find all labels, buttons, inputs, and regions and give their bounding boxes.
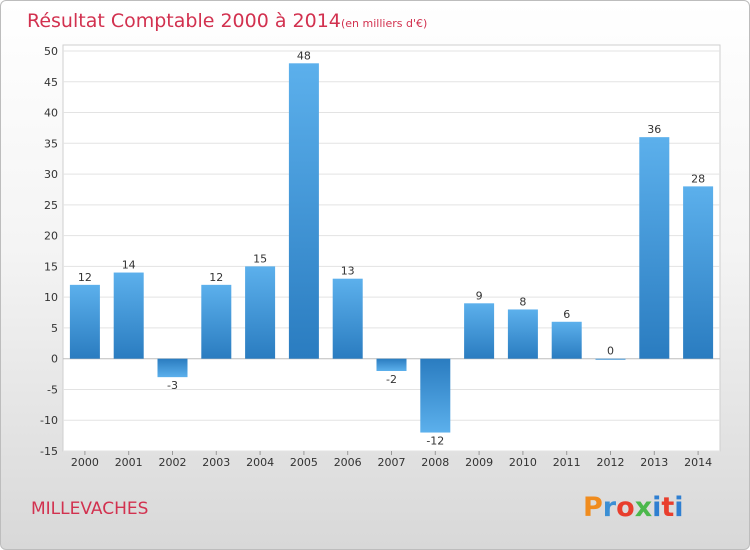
y-tick-label: -10 bbox=[40, 414, 58, 427]
proxiti-logo: Proxiti bbox=[583, 492, 684, 523]
data-label: 48 bbox=[297, 49, 311, 62]
gridlines bbox=[63, 50, 720, 452]
bar bbox=[639, 137, 670, 359]
data-label: -12 bbox=[426, 435, 444, 448]
chart-title: Résultat Comptable 2000 à 2014 bbox=[27, 10, 341, 32]
data-label: 12 bbox=[78, 271, 92, 284]
bar bbox=[157, 358, 188, 378]
x-tick-label: 2005 bbox=[290, 456, 318, 469]
y-tick-label: -5 bbox=[47, 383, 58, 396]
data-labels: 12 14 -3 12 15 48 13 -2 -12 9 8 6 0 36 28 bbox=[78, 49, 705, 447]
commune-name: MILLEVACHES bbox=[31, 499, 148, 519]
data-label: 9 bbox=[476, 289, 483, 302]
x-tick-label: 2011 bbox=[553, 456, 581, 469]
x-tick-label: 2008 bbox=[421, 456, 449, 469]
y-tick-label: 30 bbox=[44, 168, 58, 181]
bar bbox=[332, 278, 363, 359]
bar bbox=[420, 358, 451, 433]
x-axis: 2000 2001 2002 2003 2004 2005 2006 2007 2008 2009… bbox=[71, 451, 712, 469]
y-tick-label: 45 bbox=[44, 76, 58, 89]
y-tick-label: 15 bbox=[44, 260, 58, 273]
x-tick-label: 2013 bbox=[640, 456, 668, 469]
x-tick-label: 2001 bbox=[115, 456, 143, 469]
x-tick-label: 2006 bbox=[334, 456, 362, 469]
data-label: 14 bbox=[122, 259, 136, 272]
data-label: 6 bbox=[563, 308, 570, 321]
x-tick-label: 2002 bbox=[159, 456, 187, 469]
data-label: 15 bbox=[253, 252, 267, 265]
x-tick-label: 2009 bbox=[465, 456, 493, 469]
y-tick-label: -15 bbox=[40, 445, 58, 458]
data-label: 0 bbox=[607, 345, 614, 358]
bar bbox=[113, 272, 144, 359]
bar bbox=[507, 309, 538, 359]
bar bbox=[464, 303, 495, 359]
plot-area bbox=[62, 44, 721, 452]
data-label: 36 bbox=[647, 123, 661, 136]
y-axis: -15 -10 -5 0 5 10 15 20 25 30 35 40 45 50 bbox=[40, 45, 58, 458]
x-tick-label: 2007 bbox=[378, 456, 406, 469]
data-label: -2 bbox=[386, 373, 397, 386]
bar bbox=[201, 284, 232, 359]
bars bbox=[69, 63, 714, 433]
x-tick-label: 2014 bbox=[684, 456, 712, 469]
y-tick-label: 35 bbox=[44, 137, 58, 150]
bar bbox=[245, 266, 276, 359]
x-tick-label: 2012 bbox=[597, 456, 625, 469]
chart-subtitle: (en milliers d'€) bbox=[341, 17, 427, 30]
y-tick-label: 0 bbox=[51, 353, 58, 366]
data-label: 13 bbox=[341, 265, 355, 278]
data-label: 12 bbox=[209, 271, 223, 284]
y-tick-label: 10 bbox=[44, 291, 58, 304]
y-tick-label: 20 bbox=[44, 230, 58, 243]
data-label: 28 bbox=[691, 172, 705, 185]
data-label: -3 bbox=[167, 379, 178, 392]
y-tick-label: 25 bbox=[44, 199, 58, 212]
x-tick-label: 2004 bbox=[246, 456, 274, 469]
bar bbox=[376, 358, 407, 371]
bar bbox=[683, 186, 714, 359]
bar bbox=[551, 321, 582, 359]
x-tick-label: 2000 bbox=[71, 456, 99, 469]
bar bbox=[595, 358, 626, 360]
y-tick-label: 50 bbox=[44, 45, 58, 58]
y-tick-label: 40 bbox=[44, 107, 58, 120]
x-tick-label: 2010 bbox=[509, 456, 537, 469]
bar bbox=[69, 284, 100, 359]
y-tick-label: 5 bbox=[51, 322, 58, 335]
x-tick-label: 2003 bbox=[202, 456, 230, 469]
bar bbox=[288, 63, 319, 359]
data-label: 8 bbox=[519, 295, 526, 308]
